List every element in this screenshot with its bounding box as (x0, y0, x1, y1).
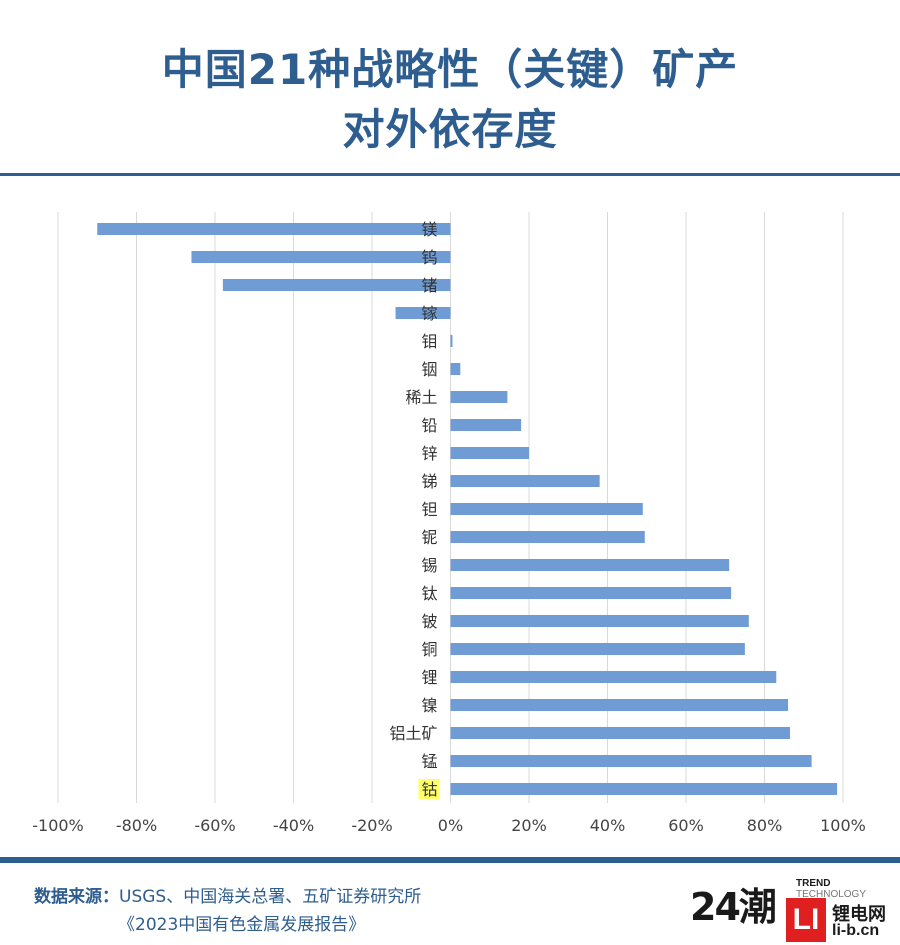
li-site-url: li-b.cn (832, 922, 880, 939)
page-title-line1: 中国21种战略性（关键）矿产 (161, 45, 739, 94)
bar-2 (191, 251, 451, 263)
bar-9 (450, 447, 529, 459)
bar-13 (450, 559, 730, 571)
category-label: 锡 (421, 556, 437, 575)
x-tick-label: -60% (194, 816, 235, 835)
category-label: 锂 (421, 668, 437, 687)
bar-10 (450, 475, 600, 487)
x-tick-label: -20% (351, 816, 392, 835)
category-label: 钴 (421, 780, 437, 799)
trend-word: TREND (796, 878, 831, 889)
x-tick-label: -80% (116, 816, 157, 835)
category-label: 铍 (421, 612, 437, 631)
x-tick-label: -100% (32, 816, 84, 835)
bar-1 (97, 223, 451, 235)
bar-7 (450, 391, 508, 403)
category-label: 稀土 (405, 388, 437, 407)
bar-15 (450, 615, 749, 627)
category-label: 钼 (421, 332, 437, 351)
bar-3 (222, 279, 451, 291)
trend-logo-text: TREND TECHNOLOGY (796, 878, 866, 900)
li-site-name: 锂电网 (832, 904, 886, 925)
x-tick-label: -40% (273, 816, 314, 835)
bar-19 (450, 727, 791, 739)
category-label: 铜 (421, 640, 437, 659)
title-divider (0, 173, 900, 176)
category-label: 钽 (421, 500, 437, 519)
category-label: 铟 (421, 360, 437, 379)
chart-container: 镁钨锗镓钼铟稀土铅锌锑钽铌锡钛铍铜锂镍铝土矿锰钴 -100% -80% -60% -40… (0, 190, 900, 850)
source-text: USGS、中国海关总署、五矿证券研究所 (119, 887, 422, 907)
bar-8 (450, 419, 522, 431)
source-report: 《2023中国有色金属发展报告》 (118, 915, 366, 935)
x-tick-label: 100% (820, 816, 866, 835)
bar-4 (395, 307, 451, 319)
bar-17 (450, 671, 777, 683)
bar-16 (450, 643, 745, 655)
category-label: 锰 (421, 752, 437, 771)
x-tick-label: 0% (438, 816, 463, 835)
x-tick-label: 40% (590, 816, 626, 835)
category-label: 锑 (421, 472, 437, 491)
category-label: 铌 (421, 528, 437, 547)
category-label: 镁 (421, 220, 437, 239)
x-tick-label: 80% (747, 816, 783, 835)
bar-11 (450, 503, 643, 515)
category-label: 镓 (421, 304, 437, 323)
bar-14 (450, 587, 732, 599)
highlight-box (418, 779, 440, 799)
trend-logo-mark: 24潮 (690, 885, 777, 929)
page-title-line2: 对外依存度 (342, 105, 558, 154)
x-tick-label: 60% (668, 816, 704, 835)
category-label: 铅 (421, 416, 437, 435)
category-label: 镍 (421, 696, 437, 715)
source-line: 数据来源：USGS、中国海关总署、五矿证券研究所 (34, 882, 421, 907)
bar-6 (450, 363, 461, 375)
bar-5 (450, 335, 453, 347)
category-label: 钛 (421, 584, 437, 603)
footer-divider (0, 857, 900, 863)
bar-20 (450, 755, 812, 767)
x-tick-label: 20% (511, 816, 547, 835)
category-label: 钨 (421, 248, 437, 267)
bar-18 (450, 699, 789, 711)
bar-21 (450, 783, 838, 795)
footer: 数据来源：USGS、中国海关总署、五矿证券研究所 《2023中国有色金属发展报告… (0, 866, 900, 945)
category-label: 铝土矿 (389, 724, 437, 743)
source-label: 数据来源： (34, 887, 119, 907)
technology-word: TECHNOLOGY (796, 889, 867, 900)
bar-12 (450, 531, 645, 543)
title-area: 中国21种战略性（关键）矿产 对外依存度 (0, 0, 900, 175)
category-label: 锌 (421, 444, 437, 463)
category-label: 锗 (421, 276, 437, 295)
li-logo-badge: LI (786, 898, 826, 942)
